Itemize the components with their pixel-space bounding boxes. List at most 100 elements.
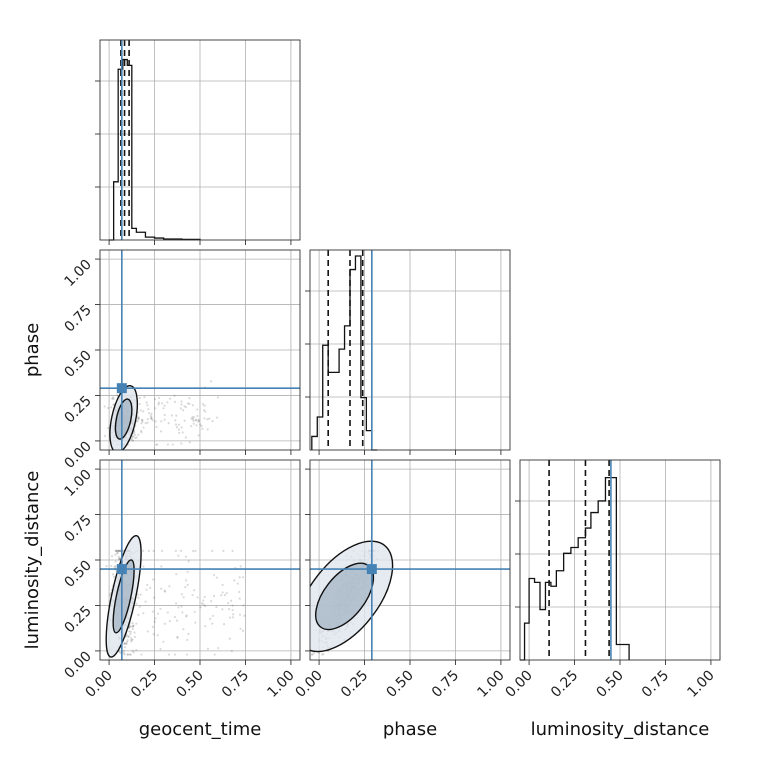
sample-point	[130, 638, 133, 642]
sample-point	[241, 629, 245, 632]
sample-point	[236, 582, 239, 585]
sample-point	[146, 418, 149, 421]
sample-point	[169, 397, 172, 400]
sample-point	[182, 596, 185, 599]
sample-point	[117, 558, 121, 561]
sample-point	[135, 649, 138, 652]
sample-point	[123, 642, 126, 645]
sample-point	[208, 417, 211, 420]
sample-point	[108, 593, 111, 597]
sample-point	[125, 634, 128, 637]
y-tick-label: 0.00	[61, 648, 94, 681]
sample-point	[194, 419, 197, 422]
sample-point	[150, 416, 153, 419]
sample-point	[141, 418, 144, 421]
sample-point	[146, 404, 149, 407]
sample-point	[123, 646, 127, 649]
sample-point	[180, 593, 184, 596]
sample-point	[137, 416, 140, 420]
sample-point	[140, 422, 143, 425]
sample-point	[131, 625, 134, 628]
sample-point	[195, 418, 198, 421]
sample-point	[206, 418, 209, 421]
panel-hist-phase	[305, 249, 511, 455]
sample-point	[221, 591, 224, 594]
sample-point	[177, 606, 180, 609]
sample-point	[135, 622, 138, 625]
sample-point	[136, 415, 140, 418]
sample-point	[155, 425, 158, 429]
sample-point	[141, 420, 144, 423]
x-tick-label: 0.75	[429, 668, 462, 701]
sample-point	[145, 588, 148, 591]
sample-point	[159, 607, 162, 610]
sample-point	[146, 421, 149, 424]
sample-point	[185, 614, 188, 617]
sample-point	[160, 420, 163, 423]
sample-point	[111, 396, 115, 399]
sample-point	[209, 600, 213, 603]
sample-point	[137, 596, 140, 599]
sample-point	[112, 403, 115, 406]
sample-point	[196, 408, 199, 411]
panel-2d-geocent_time-phase: 0.00 0.25 0.50 0.75 1.00	[61, 249, 301, 472]
truth-marker	[116, 564, 127, 575]
sample-point	[142, 549, 145, 553]
y-tick-label: 0.50	[61, 558, 94, 591]
sample-point	[180, 442, 183, 445]
sample-point	[181, 611, 184, 614]
sample-point	[230, 599, 233, 602]
sample-point	[300, 650, 302, 652]
sample-point	[117, 549, 120, 553]
sample-point	[190, 425, 193, 428]
contour-level	[112, 559, 135, 634]
sample-point	[135, 602, 138, 606]
sample-point	[213, 653, 216, 656]
sample-point	[103, 405, 106, 408]
sample-point	[147, 549, 150, 553]
sample-point	[142, 426, 145, 429]
sample-point	[118, 549, 121, 553]
sample-point	[188, 397, 191, 400]
sample-point	[104, 434, 107, 438]
x-tick-label: 0.75	[219, 668, 252, 701]
sample-point	[206, 428, 209, 431]
sample-point	[146, 630, 149, 633]
sample-point	[238, 590, 241, 594]
sample-point	[148, 586, 152, 590]
sample-point	[204, 625, 207, 628]
sample-point	[160, 565, 163, 568]
x-tick-label: 0.50	[383, 668, 416, 701]
sample-point	[113, 565, 116, 568]
sample-point	[154, 407, 157, 410]
y-axis-label-luminosity-distance: luminosity_distance	[22, 471, 43, 650]
sample-point	[141, 419, 144, 422]
sample-point	[220, 594, 223, 597]
sample-point	[193, 610, 196, 613]
sample-point	[110, 564, 113, 568]
panel-2d-phase-luminosity_distance: 0.00 0.25 0.50 0.75 1.00	[293, 459, 511, 701]
sample-point	[126, 653, 129, 656]
sample-point	[227, 601, 230, 605]
sample-point	[177, 428, 181, 431]
sample-point	[156, 443, 159, 446]
sample-point	[221, 583, 224, 587]
sample-point	[179, 549, 183, 553]
sample-point	[187, 560, 190, 563]
sample-point	[133, 431, 136, 435]
sample-point	[153, 620, 156, 623]
sample-point	[132, 439, 135, 442]
sample-point	[215, 605, 218, 609]
sample-point	[129, 632, 132, 636]
sample-point	[200, 602, 204, 605]
sample-point	[162, 407, 165, 410]
sample-point	[128, 653, 132, 656]
sample-point	[216, 416, 219, 419]
y-tick-label: 0.50	[61, 348, 94, 381]
sample-point	[105, 565, 108, 568]
sample-point	[160, 587, 163, 590]
sample-point	[153, 398, 157, 401]
axes-frame	[99, 249, 301, 451]
sample-cloud	[105, 534, 246, 658]
sample-point	[184, 555, 188, 558]
